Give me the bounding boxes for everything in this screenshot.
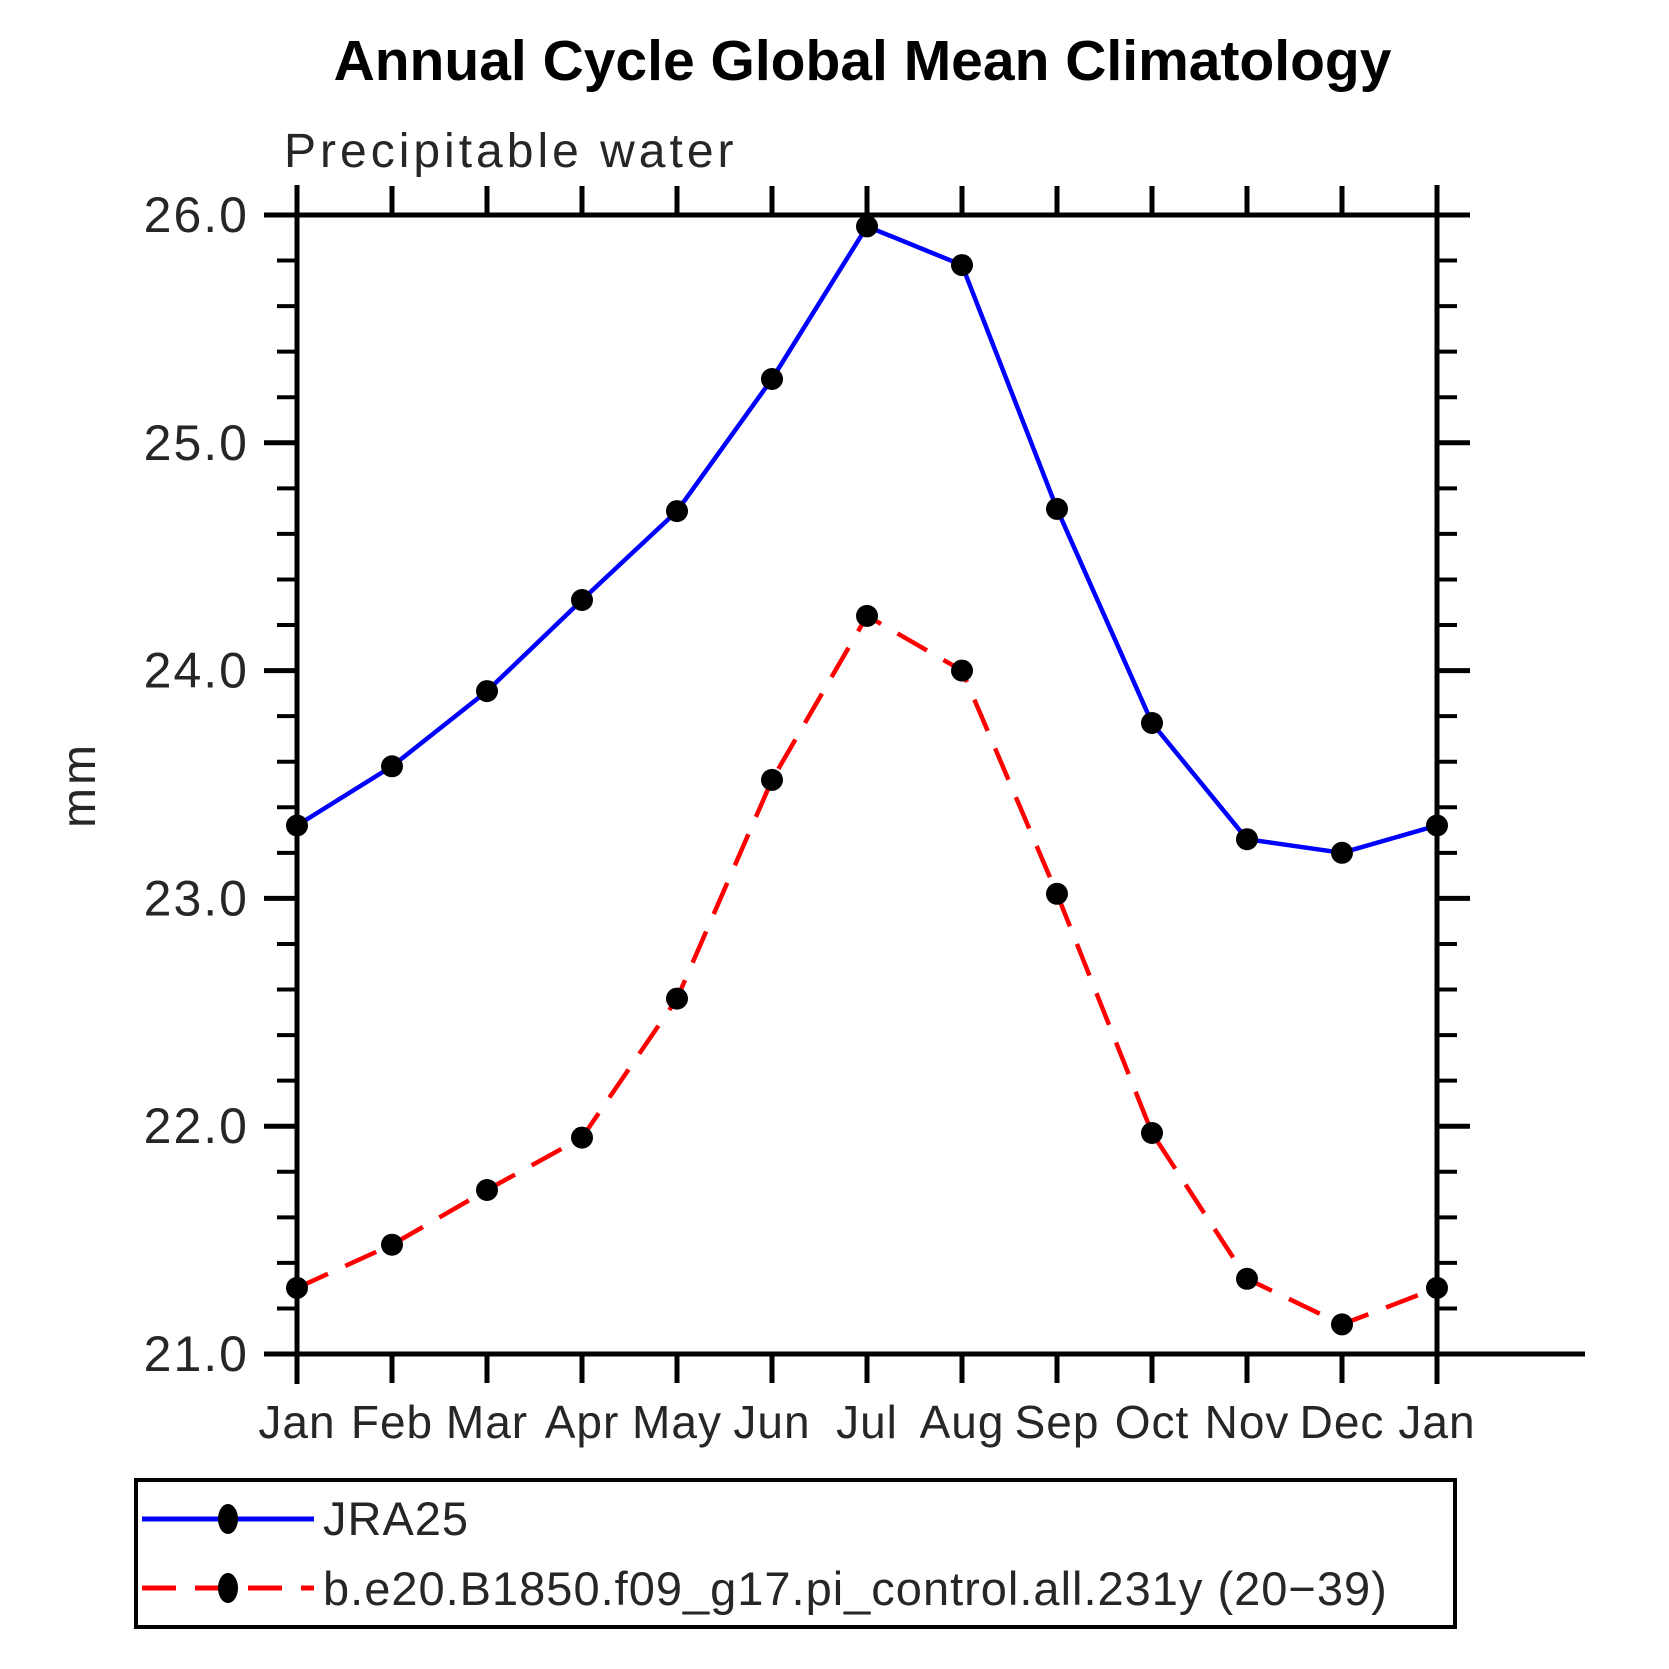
data-point-marker — [1331, 1313, 1353, 1336]
data-point-marker — [1426, 1276, 1448, 1299]
chart-title: Annual Cycle Global Mean Climatology — [333, 29, 1392, 93]
data-point-marker — [1236, 828, 1258, 851]
data-point-marker — [571, 1126, 593, 1149]
legend-marker-icon — [218, 1573, 238, 1604]
data-point-marker — [381, 1233, 403, 1256]
y-tick-label: 23.0 — [144, 870, 249, 926]
legend-line-sample-dashed — [142, 1573, 314, 1604]
series-model — [286, 604, 1448, 1336]
legend-marker-icon — [218, 1503, 238, 1534]
data-point-marker — [1141, 712, 1163, 734]
x-tick-label: Aug — [920, 1396, 1005, 1448]
x-tick-label: Jun — [733, 1396, 810, 1448]
data-point-marker — [571, 589, 593, 611]
x-tick-label: May — [632, 1396, 722, 1448]
x-tick-label: Apr — [545, 1396, 620, 1448]
legend-line-sample-solid — [142, 1503, 314, 1534]
series-line — [295, 224, 1438, 856]
legend-label-model: b.e20.B1850.f09_g17.pi_control.all.231y … — [323, 1561, 1388, 1615]
data-point-marker — [1046, 497, 1068, 520]
y-axis-title: mm — [53, 742, 106, 828]
legend: JRA25 b.e20.B1850.f09_g17.pi_control.all… — [134, 1478, 1457, 1629]
legend-item: JRA25 — [138, 1487, 1453, 1551]
data-point-marker — [856, 215, 878, 238]
data-point-marker — [286, 814, 308, 837]
y-tick-label: 21.0 — [144, 1326, 249, 1382]
data-point-marker — [666, 987, 688, 1010]
x-tick-label: Dec — [1300, 1396, 1385, 1448]
data-point-marker — [1141, 1122, 1163, 1144]
x-tick-label: Jul — [836, 1396, 898, 1448]
y-axis-ticks — [264, 212, 1470, 1357]
chart-subtitle: Precipitable water — [284, 125, 738, 178]
y-axis-title: mm — [53, 742, 106, 828]
y-axis-labels: 21.0 22.0 23.0 24.0 25.0 26.0 — [144, 187, 249, 1382]
data-point-marker — [476, 680, 498, 703]
data-point-marker — [761, 768, 783, 791]
y-tick-label: 22.0 — [144, 1098, 249, 1154]
x-tick-label: Jan — [1398, 1396, 1475, 1448]
data-point-marker — [1236, 1267, 1258, 1290]
x-tick-label: Mar — [446, 1396, 528, 1448]
series-jra25 — [286, 215, 1448, 864]
x-tick-label: Jan — [258, 1396, 335, 1448]
data-point-marker — [1426, 814, 1448, 837]
data-point-marker — [286, 1276, 308, 1299]
data-point-marker — [476, 1179, 498, 1201]
legend-label-jra25: JRA25 — [323, 1492, 470, 1546]
data-point-marker — [1331, 841, 1353, 864]
axes — [264, 185, 1585, 1384]
y-tick-label: 25.0 — [144, 415, 249, 471]
data-point-marker — [951, 254, 973, 277]
y-tick-label: 24.0 — [144, 643, 249, 699]
x-tick-label: Feb — [351, 1396, 433, 1448]
data-point-marker — [1046, 882, 1068, 905]
data-point-marker — [761, 368, 783, 390]
x-tick-label: Sep — [1015, 1396, 1100, 1448]
legend-item: b.e20.B1850.f09_g17.pi_control.all.231y … — [138, 1556, 1453, 1620]
x-tick-label: Oct — [1115, 1396, 1190, 1448]
data-point-marker — [666, 500, 688, 523]
series-line — [296, 613, 1438, 1327]
x-axis-ticks — [294, 186, 1440, 1383]
y-tick-label: 26.0 — [144, 187, 249, 243]
x-tick-label: Nov — [1205, 1396, 1290, 1448]
data-point-marker — [856, 604, 878, 627]
data-point-marker — [381, 755, 403, 778]
data-point-marker — [951, 659, 973, 682]
x-axis-labels: Jan Feb Mar Apr May Jun Jul Aug Sep Oct Nov Dec Jan — [258, 1396, 1475, 1448]
